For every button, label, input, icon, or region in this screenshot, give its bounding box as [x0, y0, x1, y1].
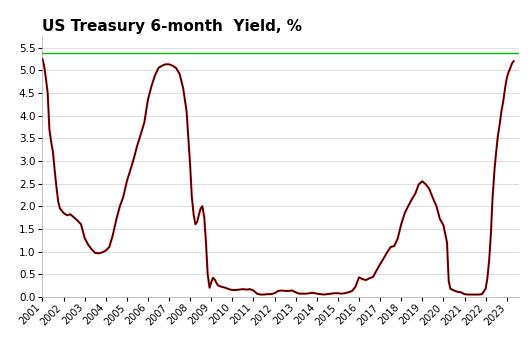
Text: US Treasury 6-month  Yield, %: US Treasury 6-month Yield, % [42, 19, 303, 34]
